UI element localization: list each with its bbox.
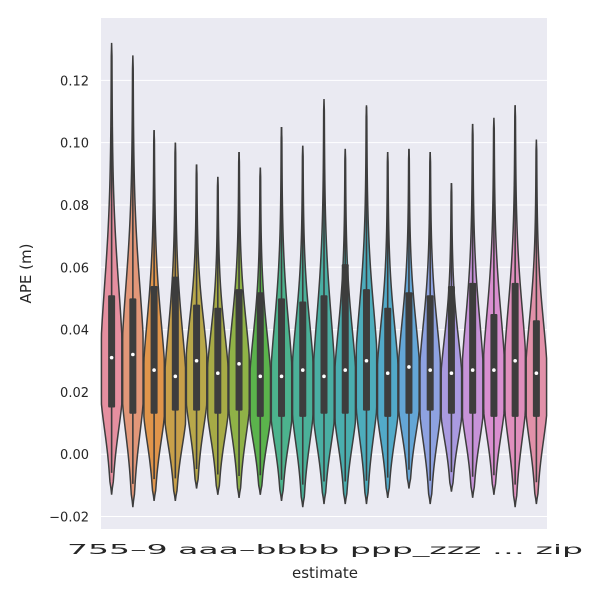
median-marker [534,371,539,376]
y-tick-label: −0.02 [49,511,89,526]
violin-18 [461,123,484,498]
violin-2 [121,55,144,508]
iqr-box [341,264,349,414]
iqr-box [171,276,179,411]
median-marker [300,368,305,372]
median-marker [216,371,220,376]
violins [100,42,548,508]
y-axis-tick-labels: −0.02 0.00 0.02 0.04 0.06 0.08 0.10 0.12 [49,74,89,525]
iqr-box [384,307,392,417]
violin-9 [270,127,293,502]
y-tick-label: 0.12 [60,74,89,89]
iqr-box [532,320,540,417]
median-marker [173,374,178,379]
iqr-box [108,295,116,408]
violin-15 [398,148,420,489]
violin-21 [525,139,548,505]
violin-7 [228,151,250,498]
iqr-box [278,298,286,417]
median-marker [322,374,326,379]
y-tick-label: 0.10 [60,137,89,152]
median-marker [131,352,135,357]
median-marker [428,368,432,372]
y-tick-label: 0.00 [60,448,89,463]
violin-5 [185,164,208,489]
violin-11 [313,98,335,505]
iqr-box [490,314,498,417]
y-tick-label: 0.04 [60,324,89,339]
median-marker [279,374,284,379]
iqr-box [235,289,243,411]
violin-17 [440,183,463,492]
iqr-box [320,295,328,414]
median-marker [237,362,241,366]
median-marker [385,371,390,376]
violin-3 [143,130,166,502]
violin-13 [355,105,378,505]
iqr-box [150,285,158,414]
y-tick-label: 0.08 [60,199,89,214]
median-marker [492,368,496,372]
median-marker [449,371,454,376]
violin-10 [291,145,314,508]
median-marker [109,355,114,360]
iqr-box [299,301,307,417]
violin-6 [206,176,229,495]
iqr-box [362,289,370,411]
iqr-box [511,282,519,417]
x-axis-label: estimate [292,564,358,582]
median-marker [364,358,369,363]
iqr-box [405,292,413,414]
median-marker [470,368,475,372]
median-marker [194,358,199,363]
median-marker [258,374,263,379]
y-tick-label: 0.02 [60,386,89,401]
x-axis-category-labels: 755–9 aaa–bbbb ppp_zzz … zip [67,543,583,558]
violin-4 [164,142,187,502]
violin-14 [376,151,399,498]
median-marker [343,368,348,372]
iqr-box [193,304,201,411]
iqr-box [447,285,455,414]
violin-19 [482,117,505,495]
y-axis-label: APE (m) [17,244,35,304]
violin-1 [100,42,123,495]
median-marker [152,368,156,372]
median-marker [513,358,517,363]
iqr-box [214,307,222,414]
y-tick-label: 0.06 [60,261,89,276]
violin-8 [249,167,272,495]
iqr-box [426,295,434,411]
iqr-box [469,282,477,414]
violin-12 [334,148,357,505]
violin-16 [419,151,442,505]
iqr-box [256,292,264,417]
median-marker [407,365,411,369]
violin-20 [504,105,527,508]
